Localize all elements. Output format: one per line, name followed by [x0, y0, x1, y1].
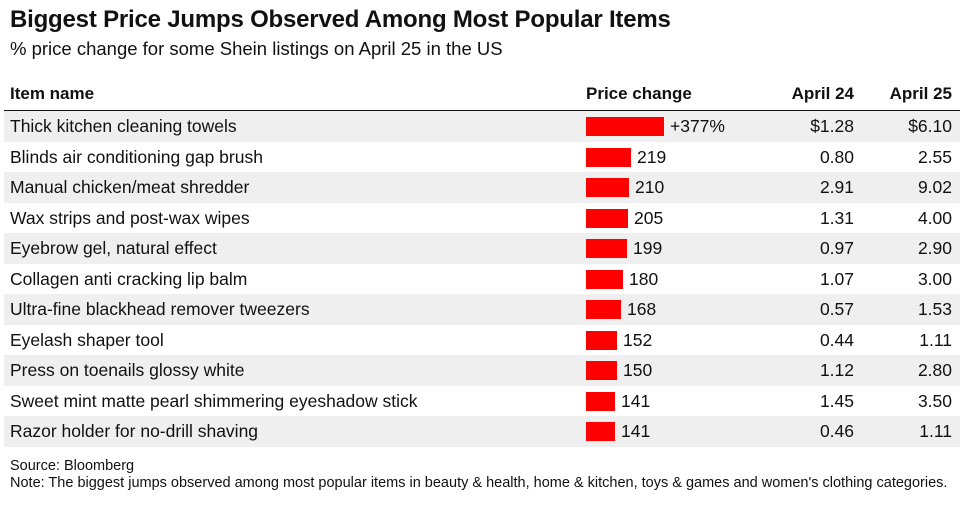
price-change-label: 141 — [621, 390, 651, 411]
april-24-price: 0.57 — [819, 299, 854, 319]
april-24-price: 1.31 — [819, 207, 854, 228]
item-name: Wax strips and post-wax wipes — [10, 207, 250, 228]
price-change-bar — [586, 117, 664, 136]
april-25-price: 2.80 — [917, 360, 952, 380]
table-row: Sweet mint matte pearl shimmering eyesha… — [4, 386, 960, 417]
header-price-change: Price change — [586, 84, 692, 103]
item-name: Eyelash shaper tool — [10, 329, 164, 350]
price-change-label: +377% — [670, 116, 725, 136]
april-25-price: $6.10 — [908, 116, 952, 136]
april-24-price: 2.91 — [819, 177, 854, 197]
item-name: Razor holder for no-drill shaving — [10, 421, 259, 441]
price-change-label: 141 — [621, 421, 651, 441]
item-name: Sweet mint matte pearl shimmering eyesha… — [10, 390, 418, 411]
april-24-price: 0.46 — [819, 421, 854, 441]
price-change-label: 180 — [629, 268, 659, 289]
price-change-bar — [586, 300, 621, 319]
april-25-price: 9.02 — [917, 177, 952, 197]
footnote: Note: The biggest jumps observed among m… — [10, 475, 948, 491]
april-25-price: 1.11 — [919, 421, 952, 441]
price-change-label: 199 — [633, 238, 663, 258]
table-row: Wax strips and post-wax wipes 205 1.31 4.00 — [4, 203, 960, 234]
price-change-bar — [586, 269, 623, 289]
item-name: Thick kitchen cleaning towels — [10, 116, 237, 136]
chart-title: Biggest Price Jumps Observed Among Most … — [10, 6, 671, 33]
table-row: Razor holder for no-drill shaving 141 0.46… — [4, 416, 960, 447]
table-body: Thick kitchen cleaning towels +377% $1.28 $… — [4, 111, 960, 447]
table-row: Manual chicken/meat shredder 210 2.91 9.02 — [4, 172, 960, 203]
price-change-bar — [586, 178, 629, 197]
april-25-price: 4.00 — [917, 207, 952, 228]
price-change-label: 219 — [637, 146, 667, 167]
price-change-label: 168 — [627, 299, 657, 319]
april-25-price: 3.50 — [917, 390, 952, 411]
item-name: Press on toenails glossy white — [10, 360, 245, 380]
table-row: Ultra-fine blackhead remover tweezers 168… — [4, 294, 960, 325]
item-name: Manual chicken/meat shredder — [10, 177, 250, 197]
april-24-price: 0.44 — [819, 329, 854, 350]
april-25-price: 2.90 — [917, 238, 952, 258]
chart-subtitle: % price change for some Shein listings o… — [10, 38, 503, 59]
april-25-price: 2.55 — [917, 146, 952, 167]
table-row: Eyebrow gel, natural effect 199 0.97 2.90 — [4, 233, 960, 264]
header-april-24: April 24 — [791, 84, 854, 103]
april-24-price: 1.45 — [819, 390, 854, 411]
price-change-bar — [586, 391, 615, 411]
april-24-price: 1.12 — [819, 360, 854, 380]
header-item-name: Item name — [10, 84, 95, 103]
table-header: Item name Price change April 24 April 25 — [4, 78, 960, 111]
table-row: Collagen anti cracking lip balm 180 1.07 3.… — [4, 264, 960, 295]
april-25-price: 1.11 — [919, 329, 952, 350]
header-april-25: April 25 — [889, 84, 952, 103]
item-name: Ultra-fine blackhead remover tweezers — [10, 299, 310, 319]
price-change-bar — [586, 208, 628, 228]
table-row: Press on toenails glossy white 150 1.12 2.8… — [4, 355, 960, 386]
table-row: Eyelash shaper tool 152 0.44 1.11 — [4, 325, 960, 356]
price-change-label: 210 — [635, 177, 665, 197]
price-change-bar — [586, 147, 631, 167]
april-24-price: 0.80 — [819, 146, 854, 167]
price-change-bar — [586, 330, 617, 350]
april-24-price: $1.28 — [810, 116, 854, 136]
item-name: Blinds air conditioning gap brush — [10, 146, 263, 167]
item-name: Eyebrow gel, natural effect — [10, 238, 217, 258]
april-24-price: 0.97 — [819, 238, 854, 258]
table-row: Blinds air conditioning gap brush 219 0.80… — [4, 142, 960, 173]
april-24-price: 1.07 — [819, 268, 854, 289]
price-table: Item name Price change April 24 April 25… — [4, 78, 960, 447]
source-note: Source: Bloomberg — [10, 458, 135, 474]
price-change-label: 150 — [623, 360, 653, 380]
item-name: Collagen anti cracking lip balm — [10, 268, 248, 289]
price-change-label: 205 — [634, 207, 664, 228]
april-25-price: 1.53 — [917, 299, 952, 319]
table-row: Thick kitchen cleaning towels +377% $1.28 $… — [4, 111, 960, 142]
price-change-label: 152 — [623, 329, 653, 350]
april-25-price: 3.00 — [917, 268, 952, 289]
price-change-bar — [586, 422, 615, 441]
price-change-bar — [586, 361, 617, 380]
price-change-bar — [586, 239, 627, 258]
